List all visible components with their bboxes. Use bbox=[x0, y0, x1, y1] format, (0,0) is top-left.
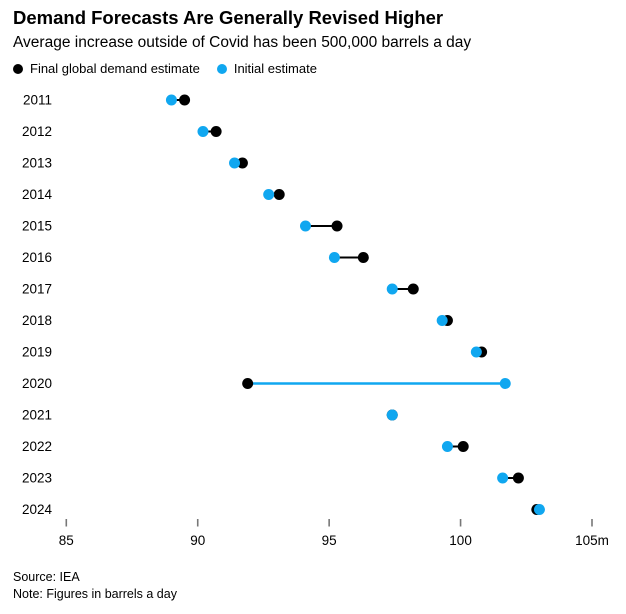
final-dot bbox=[407, 283, 419, 295]
final-dot bbox=[210, 126, 222, 137]
chart-subtitle: Average increase outside of Covid has be… bbox=[13, 34, 472, 51]
year-label: 2024 bbox=[22, 502, 53, 517]
year-label: 2023 bbox=[22, 471, 52, 486]
chart-title: Demand Forecasts Are Generally Revised H… bbox=[13, 7, 444, 28]
x-axis-tick-label: 90 bbox=[190, 533, 205, 548]
final-dot bbox=[179, 94, 191, 106]
chart-footer: Source: IEA Note: Figures in barrels a d… bbox=[13, 569, 613, 603]
final-dot bbox=[512, 472, 524, 484]
x-axis-tick-label: 100 bbox=[449, 533, 472, 548]
chart-legend: Final global demand estimate Initial est… bbox=[13, 61, 317, 76]
final-estimate-dot-icon bbox=[13, 63, 23, 74]
initial-dot bbox=[263, 189, 275, 200]
year-label: 2015 bbox=[22, 219, 52, 234]
source-text: Source: IEA bbox=[13, 570, 80, 584]
initial-dot bbox=[386, 283, 398, 295]
dumbbell-plot: 85 90 95 100 105m 2011 2012 2013 2014 2015 2016 201… bbox=[22, 93, 609, 548]
year-label: 2020 bbox=[22, 376, 52, 391]
initial-estimate-dot-icon bbox=[216, 63, 227, 74]
initial-dot bbox=[165, 94, 177, 106]
plot-area: 85 90 95 100 105m 2011 2012 2013 2014 2015 2016 201… bbox=[0, 85, 626, 555]
x-axis-tick-label: 85 bbox=[59, 533, 74, 548]
initial-dot bbox=[436, 315, 448, 326]
year-label: 2013 bbox=[22, 156, 52, 171]
legend-item-final: Final global demand estimate bbox=[13, 61, 200, 76]
initial-dot bbox=[441, 441, 453, 452]
final-dot bbox=[273, 189, 285, 200]
x-axis-tick-label: 95 bbox=[322, 533, 337, 548]
year-label: 2017 bbox=[22, 282, 52, 297]
year-label: 2018 bbox=[22, 313, 52, 328]
initial-dot bbox=[497, 472, 509, 484]
legend-label-final: Final global demand estimate bbox=[30, 61, 200, 76]
year-label: 2016 bbox=[22, 250, 52, 265]
final-dot bbox=[331, 220, 343, 232]
final-dot bbox=[242, 378, 254, 389]
legend-label-initial: Initial estimate bbox=[233, 61, 317, 76]
note-text: Note: Figures in barrels a day bbox=[13, 587, 177, 601]
year-label: 2022 bbox=[22, 439, 52, 454]
initial-dot bbox=[197, 126, 209, 137]
x-axis-tick-label: 105m bbox=[575, 533, 609, 548]
initial-dot bbox=[299, 220, 311, 232]
final-dot bbox=[236, 157, 248, 169]
year-label: 2012 bbox=[22, 124, 52, 139]
legend-item-initial: Initial estimate bbox=[216, 61, 317, 76]
year-label: 2014 bbox=[22, 187, 53, 202]
final-dot bbox=[457, 441, 469, 452]
initial-dot bbox=[533, 504, 545, 515]
year-label: 2019 bbox=[22, 345, 52, 360]
initial-dot bbox=[499, 378, 511, 389]
year-label: 2021 bbox=[22, 408, 52, 423]
final-dot bbox=[357, 252, 369, 263]
initial-dot bbox=[229, 157, 241, 169]
initial-dot bbox=[470, 346, 482, 358]
initial-dot bbox=[328, 252, 340, 263]
initial-dot bbox=[386, 409, 398, 421]
year-label: 2011 bbox=[23, 93, 52, 108]
